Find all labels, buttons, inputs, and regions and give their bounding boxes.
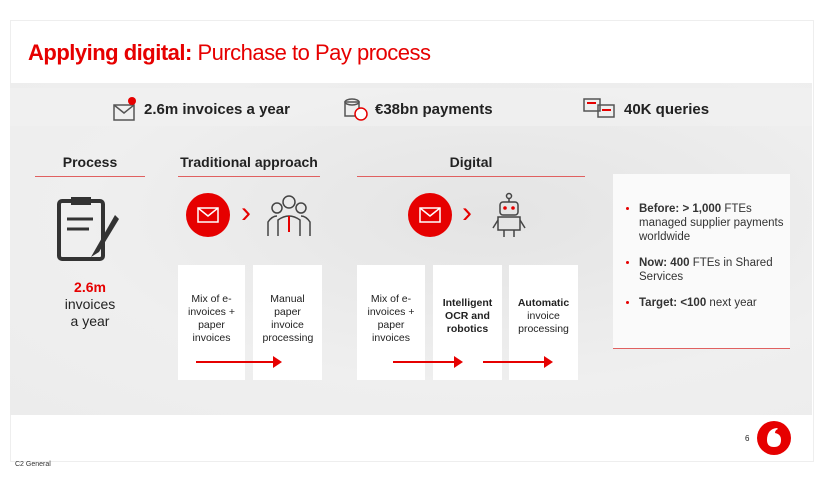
chevron-right-icon: › (462, 196, 472, 229)
robot-icon (492, 192, 526, 237)
stats-bar (10, 88, 812, 126)
document-pen-icon (57, 197, 119, 261)
process-step-box: Mix of e-invoices + paper invoices (178, 265, 245, 380)
process-volume: 2.6m invoices a year (64, 279, 116, 329)
chevron-right-icon: › (241, 196, 251, 229)
coins-icon (344, 98, 368, 121)
process-step-box: Automatic invoice processing (509, 265, 578, 380)
header-process: Process (35, 154, 145, 177)
vodafone-logo (757, 421, 791, 455)
stat-queries: 40K queries (582, 96, 709, 122)
process-step-box: Intelligent OCR and robotics (433, 265, 502, 380)
envelope-document-icon (113, 97, 136, 121)
people-icon (267, 195, 311, 236)
flow-arrow (483, 356, 553, 368)
header-digital: Digital (357, 154, 585, 177)
bullet-now: Now: 400 FTEs in Shared Services (639, 256, 790, 284)
email-icon (408, 193, 452, 237)
classification-label: C2 General (15, 461, 51, 468)
slide-title: Applying digital: Purchase to Pay proces… (28, 40, 431, 65)
bullet-before: Before: > 1,000 FTEs managed supplier pa… (639, 202, 790, 244)
stat-invoices: 2.6m invoices a year (112, 96, 290, 122)
process-step-box: Mix of e-invoices + paper invoices (357, 265, 425, 380)
page-number: 6 (745, 434, 750, 443)
email-icon (186, 193, 230, 237)
flow-arrow (393, 356, 463, 368)
process-step-box: Manual paper invoice processing (253, 265, 322, 380)
flow-arrow (196, 356, 282, 368)
chat-bubbles-icon (583, 98, 615, 118)
results-panel: Before: > 1,000 FTEs managed supplier pa… (613, 174, 790, 349)
bullet-target: Target: <100 next year (639, 296, 790, 310)
header-traditional: Traditional approach (178, 154, 320, 177)
stat-payments: €38bn payments (343, 96, 493, 122)
